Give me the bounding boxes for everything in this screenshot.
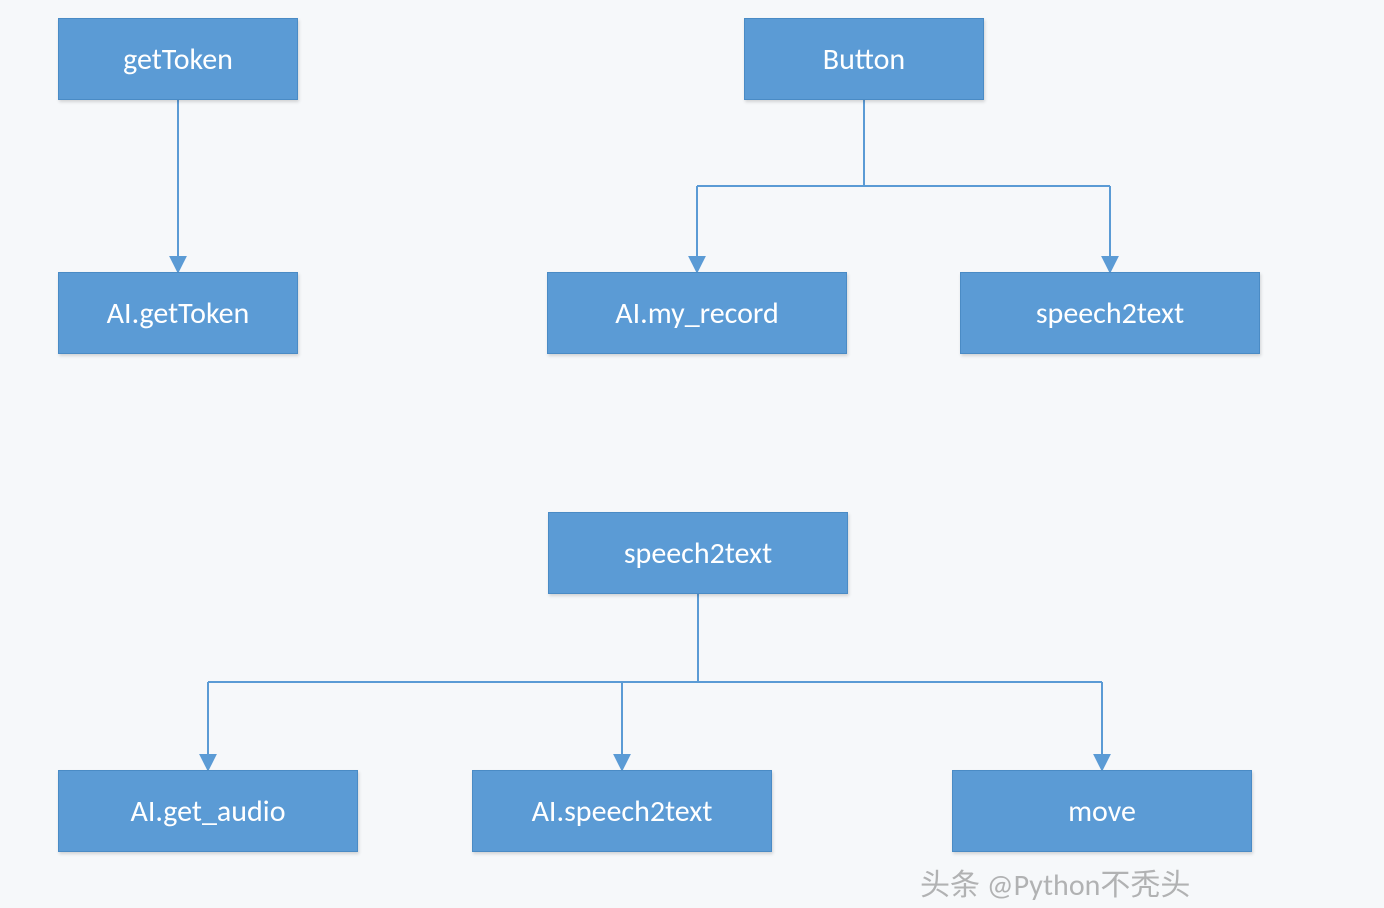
node-getToken: getToken [58,18,298,100]
node-label: speech2text [624,535,772,572]
node-speech2text_1: speech2text [960,272,1260,354]
node-label: speech2text [1036,295,1184,332]
node-label: AI.getToken [107,295,250,332]
node-label: getToken [123,41,233,78]
node-ai_getToken: AI.getToken [58,272,298,354]
node-button: Button [744,18,984,100]
node-label: AI.speech2text [532,793,713,830]
node-label: AI.get_audio [130,793,285,830]
node-ai_speech2text: AI.speech2text [472,770,772,852]
node-label: Button [823,41,905,78]
node-ai_my_record: AI.my_record [547,272,847,354]
node-speech2text_2: speech2text [548,512,848,594]
watermark-text: 头条 @Python不秃头 [920,860,1190,904]
node-ai_get_audio: AI.get_audio [58,770,358,852]
node-label: move [1068,793,1136,830]
node-label: AI.my_record [615,295,778,332]
node-move: move [952,770,1252,852]
